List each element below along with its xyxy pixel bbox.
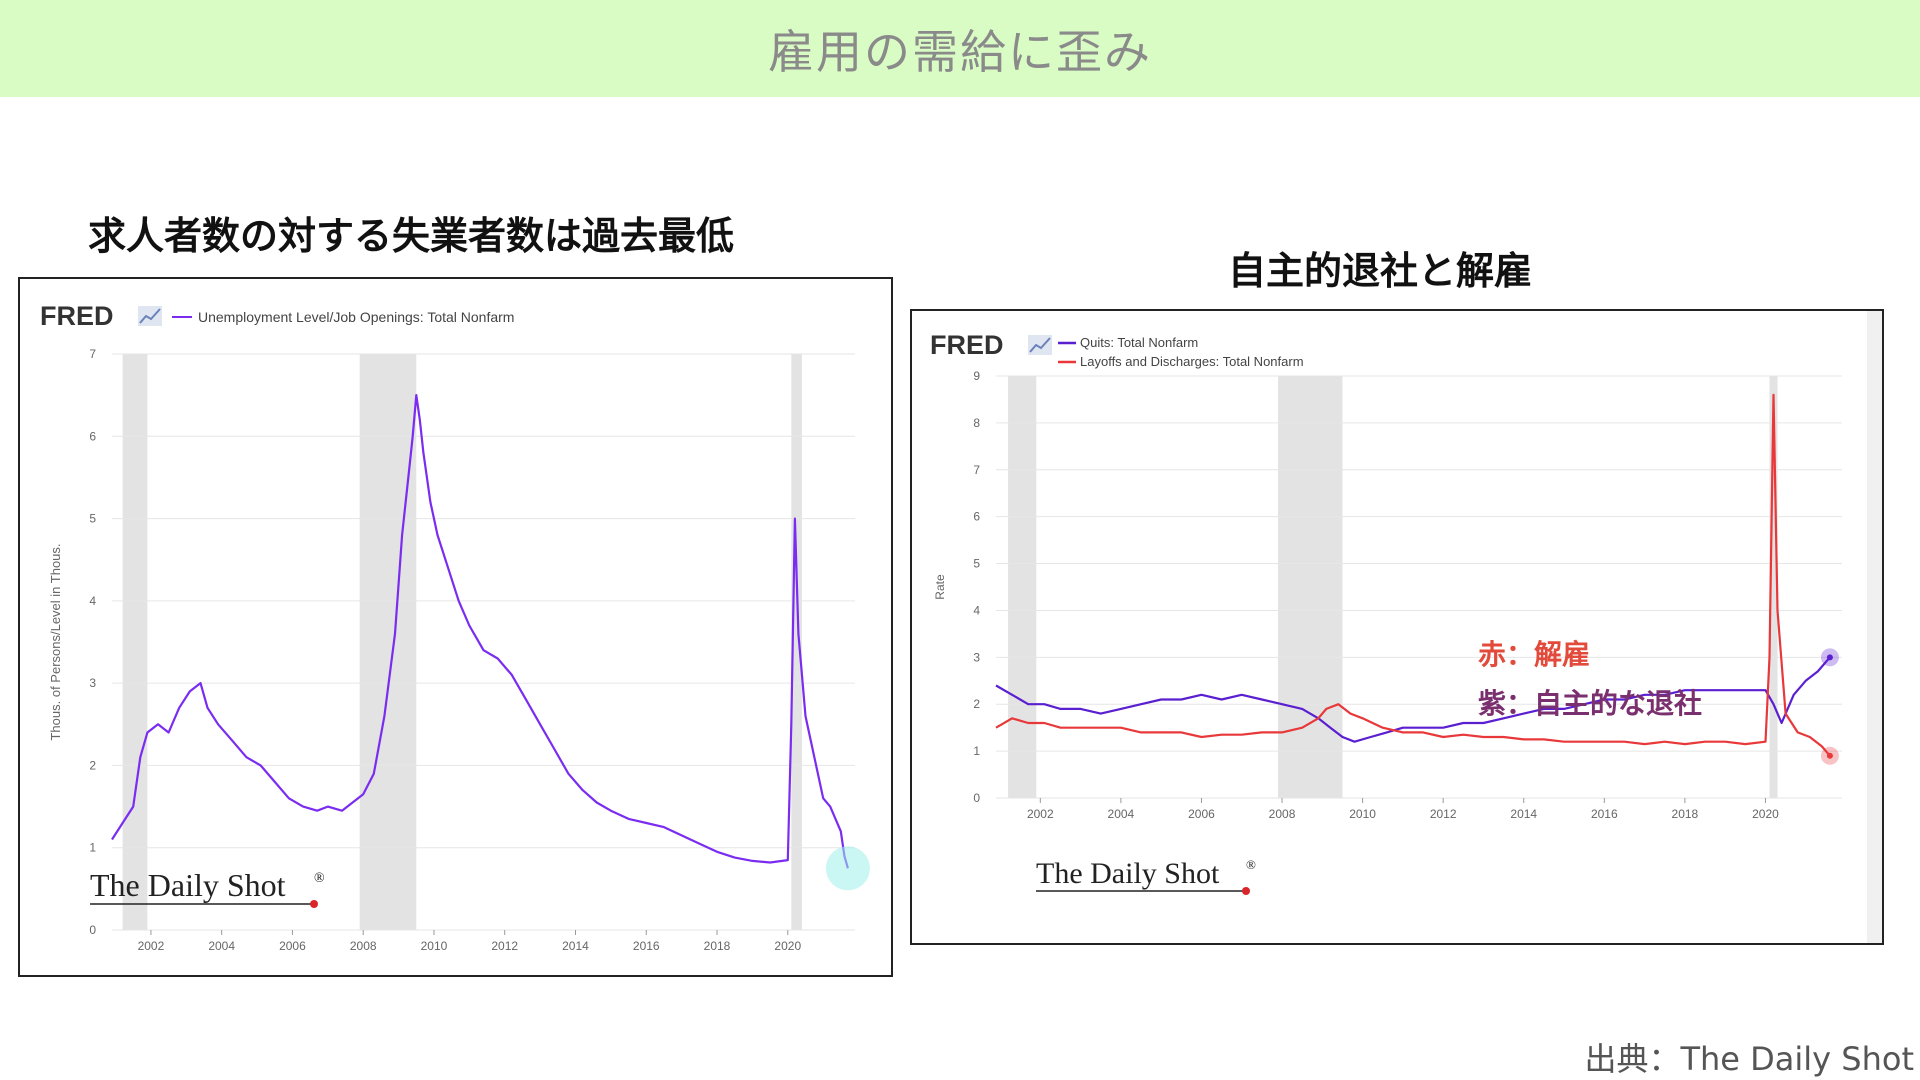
x-tick-label: 2004 bbox=[1108, 807, 1135, 821]
fred-logo: FRED bbox=[40, 301, 114, 331]
x-tick-label: 2014 bbox=[1510, 807, 1537, 821]
annotation-purple-quits: 紫：自主的な退社 bbox=[1478, 687, 1702, 720]
highlight-circle bbox=[825, 846, 870, 891]
y-tick-label: 3 bbox=[89, 676, 96, 690]
series-line-1 bbox=[111, 393, 849, 869]
x-tick-label: 2014 bbox=[562, 939, 589, 953]
x-tick-label: 2012 bbox=[491, 939, 518, 953]
recession-band bbox=[1769, 376, 1778, 798]
series-line-2 bbox=[995, 393, 1831, 757]
y-tick-label: 5 bbox=[973, 557, 980, 571]
right-chart-heading: 自主的退社と解雇 bbox=[1228, 249, 1533, 293]
banner-title: 雇用の需給に歪み bbox=[768, 24, 1152, 79]
x-tick-label: 2016 bbox=[1591, 807, 1618, 821]
recession-band bbox=[1008, 376, 1037, 798]
x-tick-label: 2020 bbox=[774, 939, 801, 953]
watermark-daily-shot: The Daily Shot bbox=[90, 867, 286, 903]
x-tick-label: 2018 bbox=[1672, 807, 1699, 821]
y-tick-label: 1 bbox=[89, 841, 96, 855]
legend-label-quits: Quits: Total Nonfarm bbox=[1080, 335, 1198, 350]
y-axis-label: Thous. of Persons/Level in Thous. bbox=[48, 543, 63, 740]
x-tick-label: 2002 bbox=[138, 939, 165, 953]
series-end-point-1 bbox=[1826, 654, 1833, 661]
x-tick-label: 2020 bbox=[1752, 807, 1779, 821]
right-chart-frame: 0 1 2 3 4 5 6 7 8 9 2002 2004 2006 2008 2010 2012 2014 20… bbox=[910, 309, 1884, 945]
watermark-dot bbox=[1242, 887, 1250, 895]
x-tick-label: 2006 bbox=[279, 939, 306, 953]
y-tick-label: 1 bbox=[973, 744, 980, 758]
x-tick-label: 2018 bbox=[704, 939, 731, 953]
fred-logo: FRED bbox=[930, 330, 1004, 360]
y-axis-label: Rate bbox=[933, 574, 947, 600]
recession-band bbox=[359, 354, 417, 930]
chart-scroll-edge bbox=[1867, 311, 1882, 943]
y-tick-label: 8 bbox=[973, 416, 980, 430]
x-tick-label: 2002 bbox=[1027, 807, 1054, 821]
ratio-chart-svg: 0 1 2 3 4 5 6 7 2002 2004 2006 2008 2010 2012 2014 2016… bbox=[40, 301, 870, 953]
x-tick-label: 2008 bbox=[1269, 807, 1296, 821]
y-tick-label: 4 bbox=[89, 594, 96, 608]
y-tick-label: 7 bbox=[973, 463, 980, 477]
x-tick-label: 2010 bbox=[1349, 807, 1376, 821]
y-tick-label: 9 bbox=[973, 369, 980, 383]
y-tick-label: 0 bbox=[973, 791, 980, 805]
y-tick-label: 5 bbox=[89, 512, 96, 526]
watermark-daily-shot: The Daily Shot bbox=[1036, 857, 1220, 890]
x-tick-label: 2004 bbox=[208, 939, 235, 953]
x-tick-label: 2008 bbox=[350, 939, 377, 953]
x-tick-label: 2016 bbox=[633, 939, 660, 953]
left-chart-frame: 0 1 2 3 4 5 6 7 2002 2004 2006 2008 2010 2012 2014 2016… bbox=[18, 277, 893, 977]
title-banner: 雇用の需給に歪み bbox=[0, 0, 1920, 97]
x-tick-label: 2012 bbox=[1430, 807, 1457, 821]
recession-band bbox=[122, 354, 148, 930]
recession-band bbox=[1278, 376, 1343, 798]
y-tick-label: 2 bbox=[89, 758, 96, 772]
watermark-registered-mark: ® bbox=[314, 871, 325, 886]
annotation-red-layoffs: 赤：解雇 bbox=[1478, 638, 1590, 671]
y-tick-label: 6 bbox=[973, 510, 980, 524]
series-line-1 bbox=[995, 656, 1831, 743]
x-tick-label: 2010 bbox=[421, 939, 448, 953]
fred-graph-icon bbox=[138, 306, 162, 326]
left-chart-heading: 求人者数の対する失業者数は過去最低 bbox=[88, 214, 735, 258]
legend-label-layoffs: Layoffs and Discharges: Total Nonfarm bbox=[1080, 354, 1304, 369]
series-end-point-2 bbox=[1826, 752, 1833, 759]
fred-graph-icon bbox=[1028, 335, 1052, 355]
y-tick-label: 4 bbox=[973, 603, 980, 617]
y-tick-label: 3 bbox=[973, 650, 980, 664]
source-credit: 出典：The Daily Shot bbox=[1584, 1040, 1914, 1078]
y-tick-label: 6 bbox=[89, 429, 96, 443]
quits-layoffs-chart-svg: 0 1 2 3 4 5 6 7 8 9 2002 2004 2006 2008 2010 2012 2014 20… bbox=[930, 311, 1882, 943]
recession-band bbox=[791, 354, 802, 930]
y-tick-label: 2 bbox=[973, 697, 980, 711]
legend-label: Unemployment Level/Job Openings: Total N… bbox=[198, 309, 514, 325]
x-tick-label: 2006 bbox=[1188, 807, 1215, 821]
watermark-dot bbox=[310, 900, 318, 908]
y-tick-label: 0 bbox=[89, 923, 96, 937]
watermark-registered-mark: ® bbox=[1246, 857, 1256, 872]
y-tick-label: 7 bbox=[89, 347, 96, 361]
